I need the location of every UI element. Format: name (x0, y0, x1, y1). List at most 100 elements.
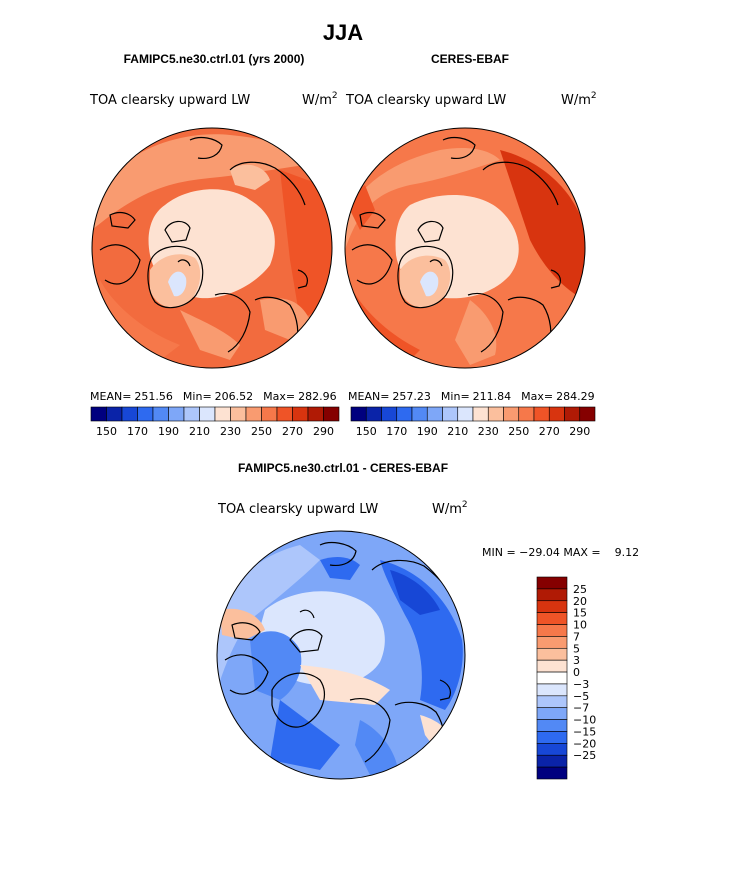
diff-panel-title: FAMIPC5.ne30.ctrl.01 - CERES-EBAF (238, 461, 448, 475)
colorbar-swatch (536, 612, 568, 625)
colorbar-tick-label: 150 (356, 425, 377, 438)
colorbar-level-label: 10 (573, 619, 587, 632)
colorbar-level-label: 20 (573, 595, 587, 608)
panel-a-units: W/m2 (302, 91, 338, 108)
colorbar-swatch (214, 406, 231, 422)
colorbar-swatch (396, 406, 413, 422)
colorbar-level-label: 3 (573, 654, 580, 667)
colorbar-tick-label: 170 (386, 425, 407, 438)
colorbar-swatch (536, 731, 568, 744)
colorbar-level-label: 5 (573, 642, 580, 655)
diff-minmax-text: MIN = −29.04 MAX = 9.12 (482, 546, 639, 559)
colorbar-tick-label: 250 (251, 425, 272, 438)
panel-b-colorbar: 150 170 190 210 230 250 270 290 (350, 406, 596, 438)
colorbar-swatch (442, 406, 459, 422)
colorbar-swatch (106, 406, 123, 422)
colorbar-level-label: 7 (573, 630, 580, 643)
colorbar-tick-label: 150 (96, 425, 117, 438)
colorbar-swatch (152, 406, 169, 422)
colorbar-swatch (230, 406, 247, 422)
colorbar-swatch (350, 406, 367, 422)
colorbar-swatch (137, 406, 154, 422)
colorbar-level-label: −3 (573, 678, 589, 691)
colorbar-tick-label: 230 (220, 425, 241, 438)
panel-b-map (344, 127, 586, 369)
colorbar-swatch (426, 406, 443, 422)
colorbar-tick-label: 210 (447, 425, 468, 438)
colorbar-level-label: 0 (573, 666, 580, 679)
season-title: JJA (323, 20, 363, 45)
colorbar-swatch (381, 406, 398, 422)
colorbar-swatch (536, 576, 568, 590)
colorbar-level-label: 25 (573, 583, 587, 596)
colorbar-swatch (183, 406, 200, 422)
diff-panel-units: W/m2 (432, 500, 468, 517)
colorbar-tick-label: 290 (313, 425, 334, 438)
panel-b-stats: MEAN= 257.23 Min= 211.84 Max= 284.29 (348, 390, 595, 403)
colorbar-swatch (168, 406, 185, 422)
diff-panel-variable: TOA clearsky upward LW (217, 502, 378, 517)
colorbar-swatch (199, 406, 216, 422)
colorbar-swatch (245, 406, 262, 422)
colorbar-level-label: 15 (573, 607, 587, 620)
colorbar-swatch (579, 406, 596, 422)
panel-b-map-field (345, 148, 585, 368)
colorbar-swatch (536, 647, 568, 661)
colorbar-level-label: −20 (573, 737, 596, 750)
colorbar-tick-label: 210 (189, 425, 210, 438)
colorbar-tick-label: 270 (539, 425, 560, 438)
panel-a-coastlines (99, 136, 309, 353)
colorbar-swatch (323, 406, 340, 422)
colorbar-level-label: −10 (573, 714, 596, 727)
colorbar-swatch (518, 406, 535, 422)
colorbar-swatch (292, 406, 309, 422)
colorbar-swatch (457, 406, 474, 422)
diff-map-border (216, 530, 466, 780)
panel-a-map-field (92, 134, 332, 368)
colorbar-swatch (307, 406, 324, 422)
colorbar-swatch (365, 406, 382, 422)
colorbar-tick-label: 190 (417, 425, 438, 438)
colorbar-swatch (276, 406, 293, 422)
colorbar-swatch (90, 406, 107, 422)
colorbar-swatch (536, 719, 568, 732)
panel-a-stats: MEAN= 251.56 Min= 206.52 Max= 282.96 (90, 390, 337, 403)
colorbar-tick-label: 250 (508, 425, 529, 438)
colorbar-swatch (503, 406, 520, 422)
panel-b-coastlines (351, 136, 562, 353)
colorbar-tick-label: 290 (569, 425, 590, 438)
panel-a-map (91, 127, 333, 369)
colorbar-tick-label: 170 (127, 425, 148, 438)
colorbar-swatch (548, 406, 565, 422)
colorbar-swatch (411, 406, 428, 422)
colorbar-swatch (536, 600, 568, 613)
panel-a-title: FAMIPC5.ne30.ctrl.01 (yrs 2000) (124, 52, 305, 66)
colorbar-swatch (121, 406, 138, 422)
diff-map (216, 530, 466, 780)
colorbar-level-label: −25 (573, 749, 596, 762)
colorbar-swatch (536, 707, 568, 720)
colorbar-swatch (536, 659, 568, 673)
colorbar-swatch (536, 743, 568, 756)
colorbar-swatch (536, 683, 568, 697)
colorbar-swatch (261, 406, 278, 422)
colorbar-swatch (536, 671, 568, 685)
colorbar-tick-label: 190 (158, 425, 179, 438)
colorbar-level-label: −5 (573, 690, 589, 703)
panel-a-map-border (91, 127, 333, 369)
colorbar-swatch (536, 624, 568, 637)
colorbar-swatch (536, 588, 568, 602)
panel-b-variable: TOA clearsky upward LW (345, 93, 506, 108)
colorbar-swatch (472, 406, 489, 422)
panel-b-title: CERES-EBAF (431, 52, 509, 66)
panel-b-map-border (344, 127, 586, 369)
colorbar-tick-label: 230 (478, 425, 499, 438)
colorbar-swatch (564, 406, 581, 422)
colorbar-level-label: −15 (573, 725, 596, 738)
colorbar-swatch (536, 636, 568, 649)
panel-a-colorbar: 150 170 190 210 230 250 270 290 (90, 406, 340, 438)
panel-b-units: W/m2 (561, 91, 597, 108)
colorbar-swatch (536, 754, 568, 768)
